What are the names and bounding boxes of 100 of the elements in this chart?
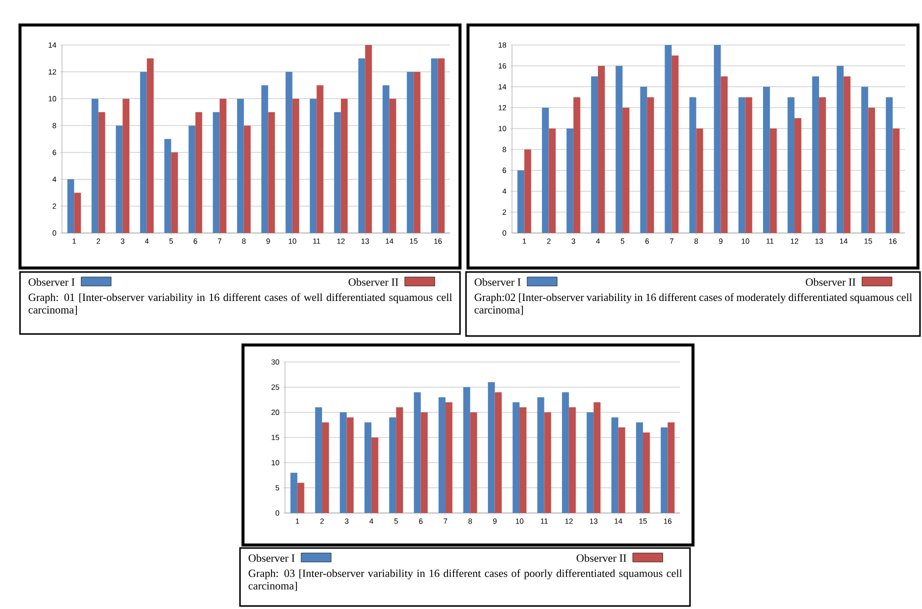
bar [261, 85, 268, 233]
bar [594, 402, 601, 513]
bar [788, 97, 794, 233]
bar [268, 112, 275, 233]
bar [346, 417, 354, 513]
bar [122, 98, 130, 233]
bar [618, 427, 626, 513]
bar [297, 482, 304, 513]
bar [244, 126, 251, 233]
bar [420, 412, 428, 513]
bar [861, 86, 868, 233]
bar [488, 382, 495, 513]
bar [382, 85, 390, 233]
legend-label: Observer I [248, 554, 295, 562]
bar [763, 86, 770, 233]
bar [548, 128, 556, 233]
bar [463, 387, 470, 513]
bar [358, 58, 366, 233]
bar [371, 437, 378, 513]
bar [812, 76, 820, 233]
bar [819, 97, 826, 233]
bar [672, 55, 679, 233]
bar [568, 407, 576, 513]
bar [622, 108, 630, 233]
bar [544, 412, 552, 513]
bar [591, 76, 598, 233]
bar [67, 179, 74, 233]
bar [171, 152, 178, 233]
bar [414, 72, 420, 233]
bar [310, 98, 317, 233]
bar [844, 76, 850, 233]
bar [794, 118, 802, 233]
bar [512, 402, 520, 513]
bar [340, 98, 348, 233]
bar [98, 112, 106, 233]
bar [340, 412, 347, 513]
bar [642, 432, 650, 513]
bar [745, 97, 752, 233]
legend-label: Observer I [28, 278, 75, 286]
bar [892, 128, 900, 233]
bar [74, 192, 81, 233]
bar [696, 128, 704, 233]
bar [668, 422, 675, 513]
bar [738, 97, 746, 233]
bar [470, 412, 478, 513]
bar [414, 392, 421, 513]
bar [520, 407, 526, 513]
text: Graph: 03 [Inter-observer variability in 16 different cases of poorly differentiated squamous cell carcinoma] [248, 569, 682, 591]
bar [438, 397, 446, 513]
bar [290, 472, 298, 513]
bar [140, 72, 147, 233]
bar [237, 98, 244, 233]
bar [364, 422, 372, 513]
bar [636, 422, 643, 513]
bar [868, 108, 876, 233]
bar [220, 98, 226, 233]
bar [720, 76, 728, 233]
bar [389, 417, 396, 513]
legend-label: Observer I [474, 278, 521, 286]
text: Graph: 01 [Inter-observer variability in 16 different cases of well differentiated squamous cell carcinoma] [28, 293, 452, 315]
bar [573, 97, 580, 233]
bar [146, 58, 154, 233]
bar [315, 407, 322, 513]
legend-label: Observer II [576, 554, 626, 562]
legend-label: Observer II [806, 278, 856, 286]
bar [524, 149, 532, 233]
bar [286, 72, 292, 233]
bar [616, 66, 623, 233]
bar [886, 97, 893, 233]
bar [334, 112, 341, 233]
legend-label: Observer II [348, 278, 398, 286]
bar [431, 58, 438, 233]
bar [292, 98, 300, 233]
bar [396, 407, 404, 513]
bar [438, 58, 445, 233]
bar [517, 170, 524, 233]
bar [116, 126, 123, 233]
bar [195, 112, 202, 233]
bar [689, 97, 696, 233]
bar [212, 112, 220, 233]
bar [566, 128, 574, 233]
bar [188, 126, 196, 233]
bar [365, 44, 372, 233]
bar [322, 422, 329, 513]
bar [92, 98, 98, 233]
bar [445, 402, 452, 513]
bar [316, 85, 324, 233]
bar [406, 72, 414, 233]
bar [586, 412, 594, 513]
bar [537, 397, 544, 513]
bar [598, 66, 605, 233]
bar [660, 427, 668, 513]
bar [494, 392, 502, 513]
bar [640, 86, 648, 233]
bar [664, 44, 672, 233]
bar [542, 108, 549, 233]
text: Graph:02 [Inter-observer variability in 16 different cases of moderately differentiated squamous cell carcinoma] [474, 293, 912, 315]
bar [714, 44, 721, 233]
bar [836, 66, 844, 233]
bar [164, 138, 172, 233]
